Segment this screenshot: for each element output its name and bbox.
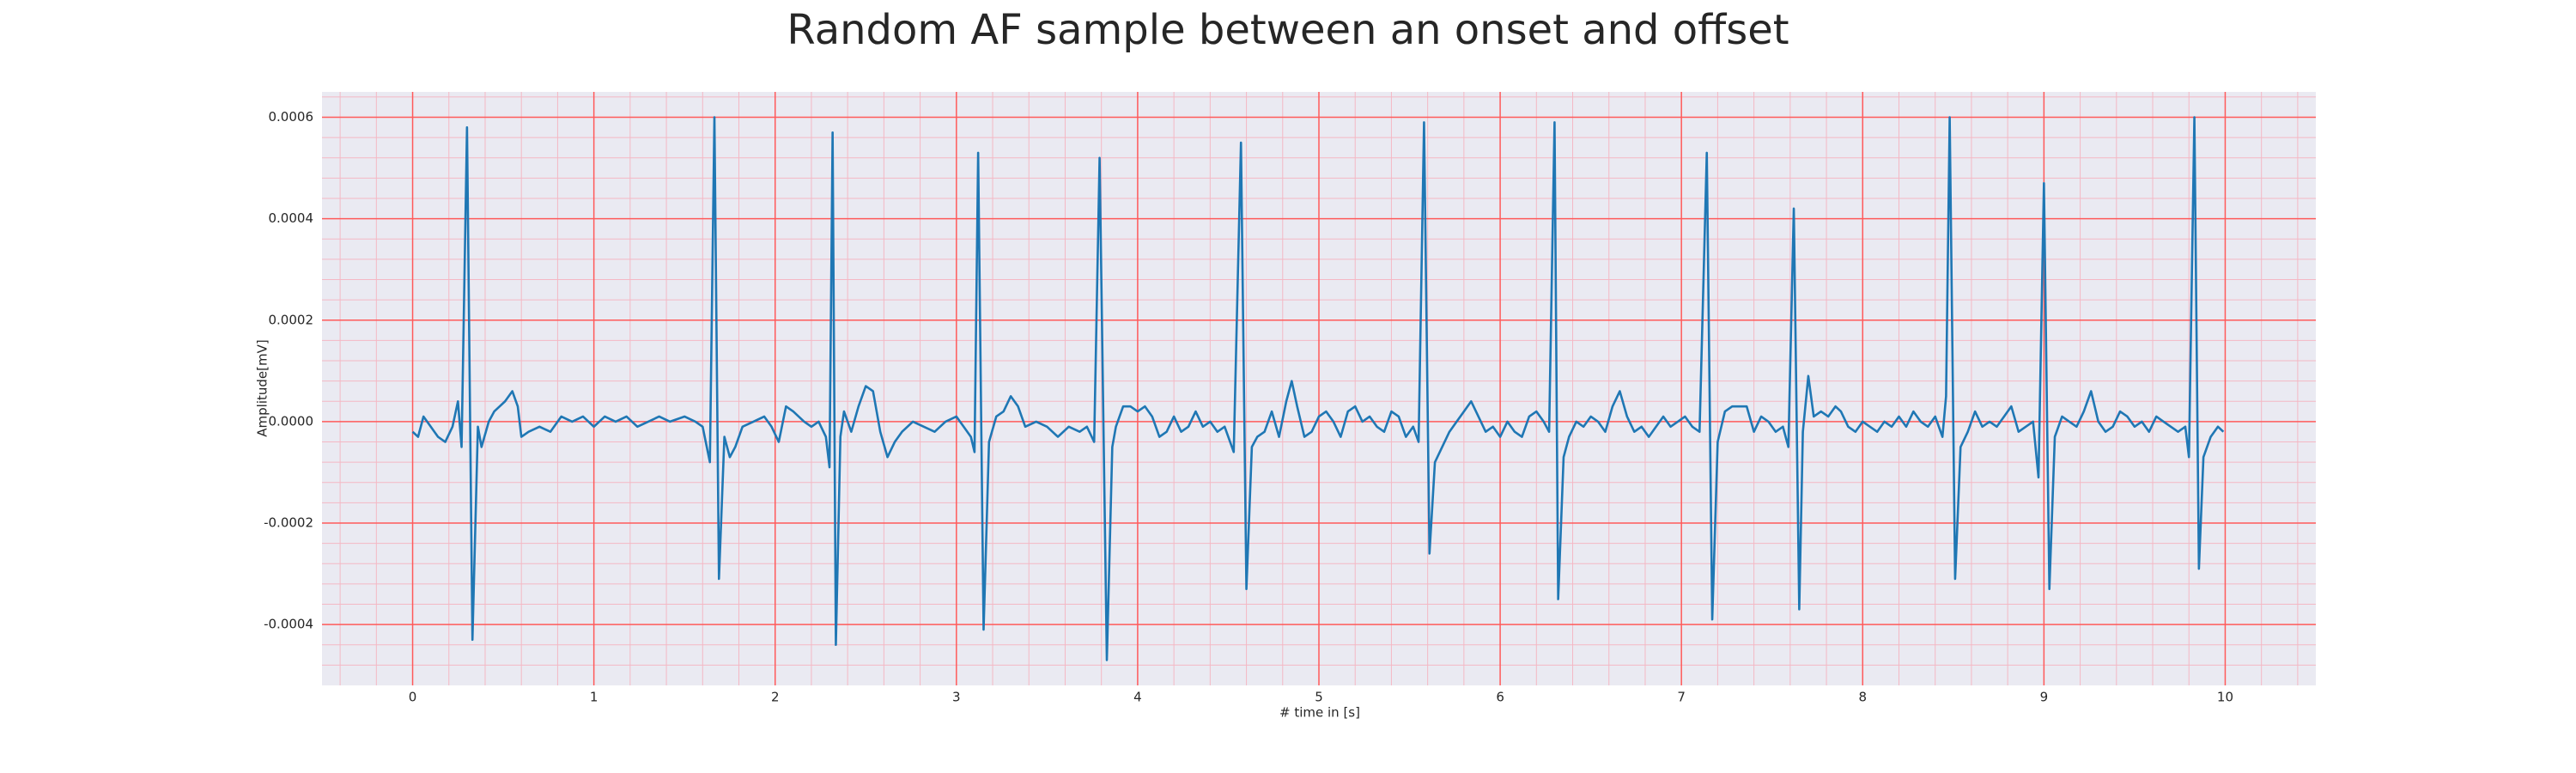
x-axis-label: # time in [s] [1279,705,1360,721]
ticks: 0 1 2 3 4 5 6 7 8 9 10 -0.0004 -0.0002 0.0000 0.0002 0.… [264,109,2233,704]
x-tick-label: 8 [1858,690,1867,705]
signal-line [411,116,2225,661]
x-tick-label: 0 [409,690,417,705]
x-tick-label: 5 [1315,690,1323,705]
x-tick-label: 6 [1496,690,1504,705]
y-tick-label: -0.0002 [264,515,313,531]
x-tick-label: 9 [2040,690,2049,705]
chart-title: Random AF sample between an onset and of… [787,6,1789,54]
y-tick-label: 0.0002 [269,312,314,327]
x-tick-label: 10 [2217,690,2233,705]
grid [322,92,2316,685]
y-tick-label: 0.0006 [269,109,314,125]
series [411,116,2225,661]
x-tick-label: 4 [1133,690,1142,705]
x-tick-label: 7 [1677,690,1686,705]
y-tick-label: 0.0004 [269,210,314,226]
x-tick-label: 3 [952,690,961,705]
y-tick-label: 0.0000 [269,413,314,429]
x-tick-label: 2 [771,690,780,705]
y-tick-label: -0.0004 [264,617,313,632]
y-axis-label: Amplitude[mV] [255,339,270,436]
x-tick-label: 1 [590,690,598,705]
